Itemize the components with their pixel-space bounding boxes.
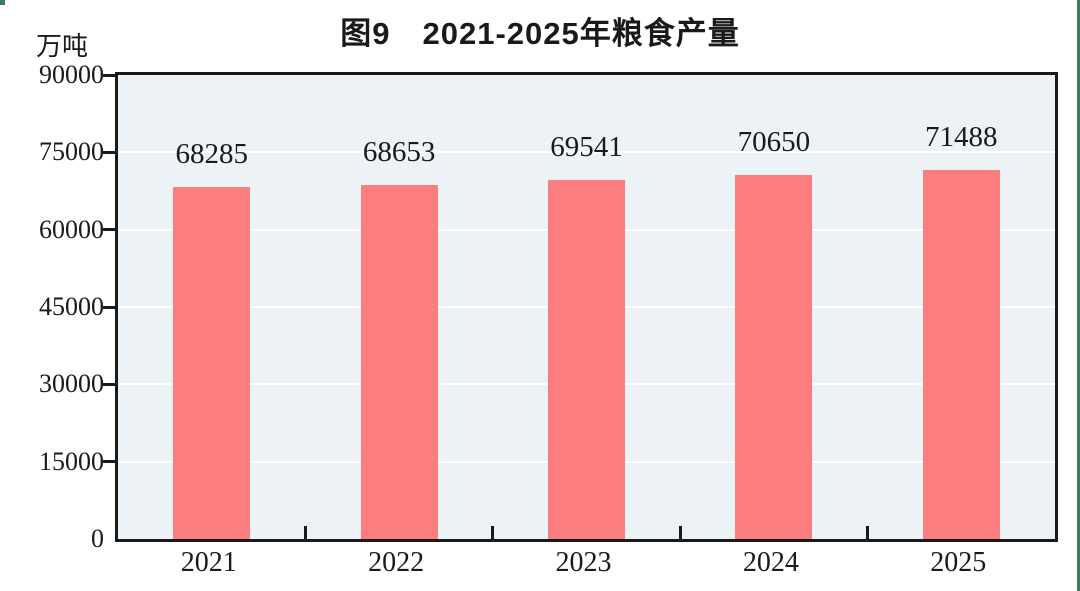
x-axis-tick-mark [866,526,870,539]
bar-value-label-2024: 70650 [737,125,811,158]
x-axis-label-2021: 2021 [180,547,237,578]
y-axis-tick-label: 90000 [39,60,104,89]
y-axis-tick-label: 60000 [39,214,104,244]
x-axis-label-2022: 2022 [368,547,425,578]
bar-value-label-2025: 71488 [925,121,998,154]
x-axis-label-2023: 2023 [555,547,612,578]
y-axis-tick-label: 15000 [39,446,104,476]
y-axis-tick-label: 30000 [39,369,104,399]
bar-2025 [922,170,1000,539]
y-axis-tick-label: 45000 [39,292,104,321]
x-axis-tick-mark [491,526,495,539]
bar-2023 [548,180,625,539]
y-axis-tick-mark [103,305,115,309]
y-axis-tick-label: 0 [91,524,104,553]
bar-value-label-2022: 68653 [362,136,436,169]
page-right-edge-line [1077,0,1080,591]
bar-2024 [735,174,813,539]
y-axis-tick-mark [103,150,115,154]
x-axis-label-2025: 2025 [930,547,987,578]
y-axis-tick-mark [103,460,115,464]
y-axis-tick-mark [103,228,115,232]
bar-2022 [360,185,438,539]
chart-title: 图9 2021-2025年粮食产量 [340,16,740,51]
y-axis-tick-mark [103,382,115,386]
y-axis-tick-mark [103,73,115,77]
x-axis-tick-mark [303,526,307,539]
plot-area: 68285 68653 69541 70650 71488 [115,72,1058,542]
page-corner-mark [0,0,5,5]
x-axis-label-2024: 2024 [742,547,799,578]
bar-value-label-2023: 69541 [550,131,623,164]
bar-value-label-2021: 68285 [175,137,248,170]
y-axis-tick-label: 75000 [39,137,104,167]
gridline-y-75000 [118,151,1055,154]
x-axis-tick-mark [678,526,682,539]
bar-2021 [173,186,251,539]
y-axis-unit-label: 万吨 [36,32,89,61]
